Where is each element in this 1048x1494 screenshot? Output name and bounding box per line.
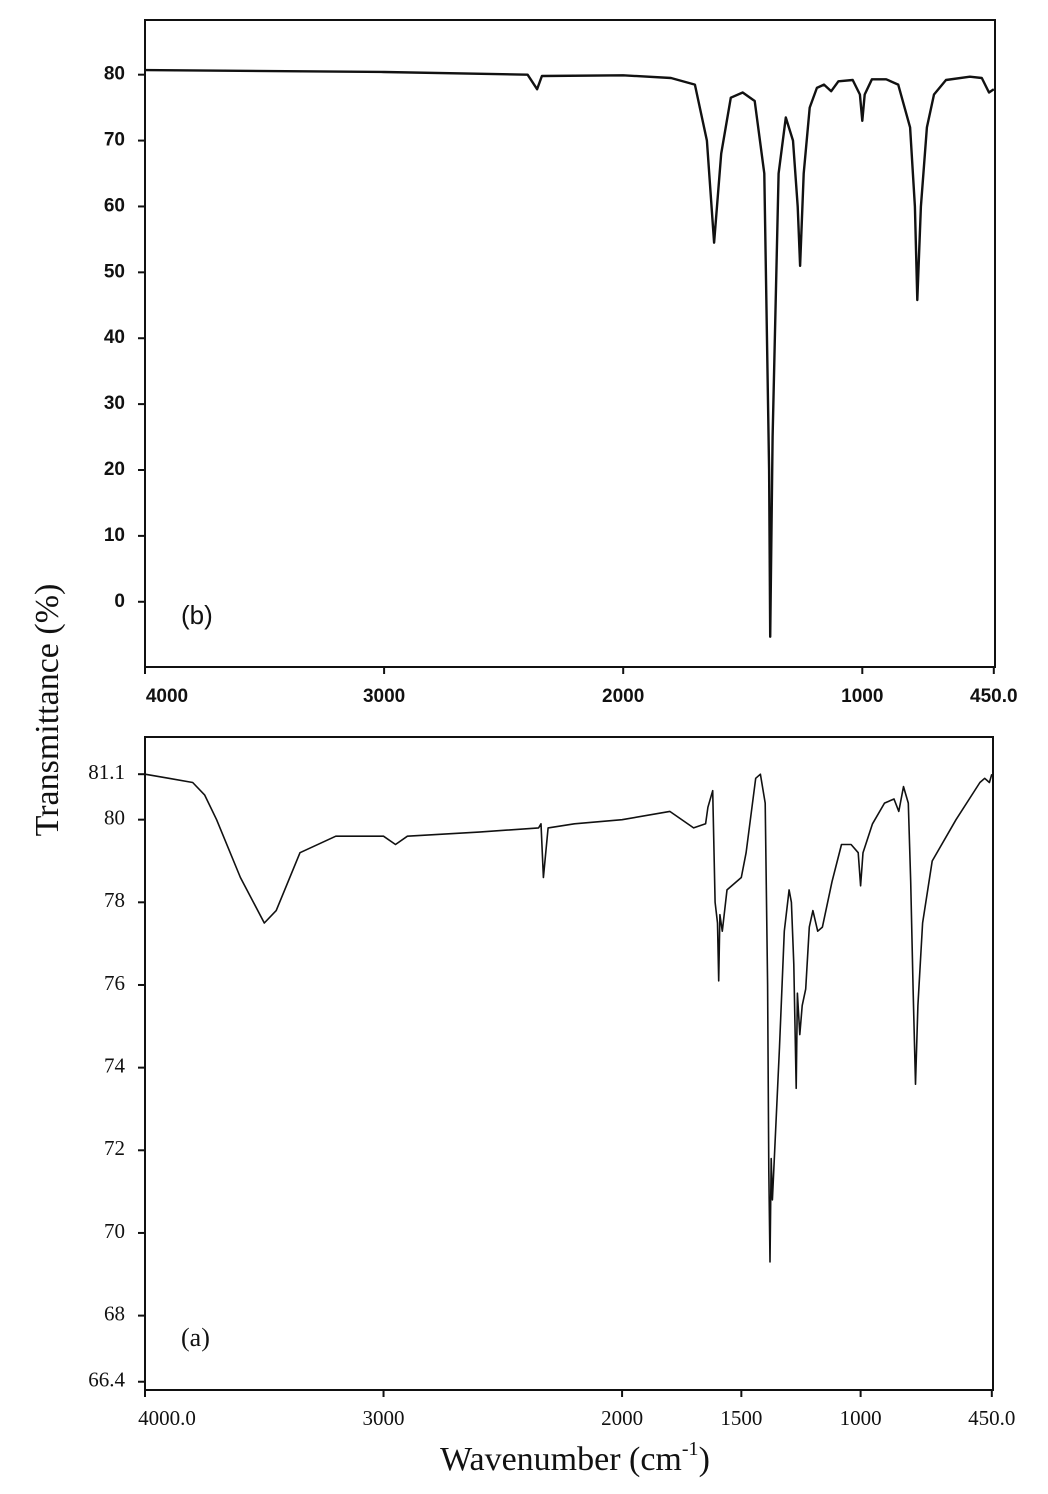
x-tick-label: 4000.0 (138, 1406, 196, 1430)
y-tick-label: 70 (104, 1219, 125, 1243)
y-tick-label: 0 (114, 591, 125, 612)
x-tick-label: 1000 (841, 686, 883, 707)
axis-titles: Transmittance (%) Wavenumber (cm-1) (29, 584, 710, 1478)
y-tick-label: 76 (104, 971, 125, 995)
y-tick-label: 66.4 (88, 1368, 125, 1392)
spectrum-line (144, 68, 995, 638)
y-tick-label: 40 (104, 327, 125, 348)
panel-a: 66.4 68 70 72 74 76 78 80 81.1 4000.0 3000 2000 1500… (88, 736, 1015, 1430)
y-tick-label: 72 (104, 1136, 125, 1160)
y-tick-label: 70 (104, 130, 125, 151)
x-tick-label: 2000 (602, 686, 644, 707)
y-tick-label: 78 (104, 888, 125, 912)
plot-frame (144, 736, 994, 1391)
y-tick-label: 80 (104, 64, 125, 85)
x-axis-title: Wavenumber (cm-1) (440, 1438, 710, 1478)
spectrum-line (144, 773, 993, 1263)
y-tick-label: 74 (104, 1053, 126, 1077)
x-tick-label: 1500 (720, 1406, 762, 1430)
panel-label: (b) (181, 600, 213, 630)
y-tick-label: 80 (104, 805, 125, 829)
x-axis-title-tail: ) (699, 1441, 710, 1478)
x-tick-label: 3000 (363, 1406, 405, 1430)
y-axis-title: Transmittance (%) (29, 584, 66, 837)
plot-frame (144, 19, 996, 668)
y-tick-label: 68 (104, 1301, 125, 1325)
x-tick-label: 1000 (840, 1406, 882, 1430)
panel-label: (a) (181, 1323, 210, 1352)
x-tick-label: 4000 (146, 686, 188, 707)
x-axis-title-text: Wavenumber (cm (440, 1441, 682, 1478)
y-tick-label: 30 (104, 393, 125, 414)
x-axis-title-sup: -1 (682, 1438, 699, 1460)
panel-b: 0 10 20 30 40 50 60 70 80 4000 3000 2000 1000 450.0 (b… (104, 19, 1018, 707)
y-tick-label: 50 (104, 261, 125, 282)
y-tick-label: 20 (104, 459, 125, 480)
x-tick-label: 450.0 (968, 1406, 1015, 1430)
x-tick-label: 3000 (363, 686, 405, 707)
y-tick-label: 60 (104, 195, 125, 216)
y-tick-label: 81.1 (88, 760, 125, 784)
y-tick-label: 10 (104, 525, 125, 546)
x-tick-label: 2000 (601, 1406, 643, 1430)
x-tick-label: 450.0 (970, 686, 1018, 707)
